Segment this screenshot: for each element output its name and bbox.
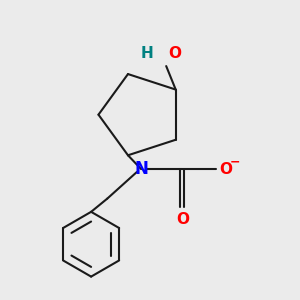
Text: H: H <box>140 46 153 61</box>
Text: O: O <box>169 46 182 61</box>
Text: O: O <box>219 162 232 177</box>
Text: −: − <box>229 155 240 168</box>
Text: O: O <box>176 212 189 227</box>
Text: N: N <box>134 160 148 178</box>
